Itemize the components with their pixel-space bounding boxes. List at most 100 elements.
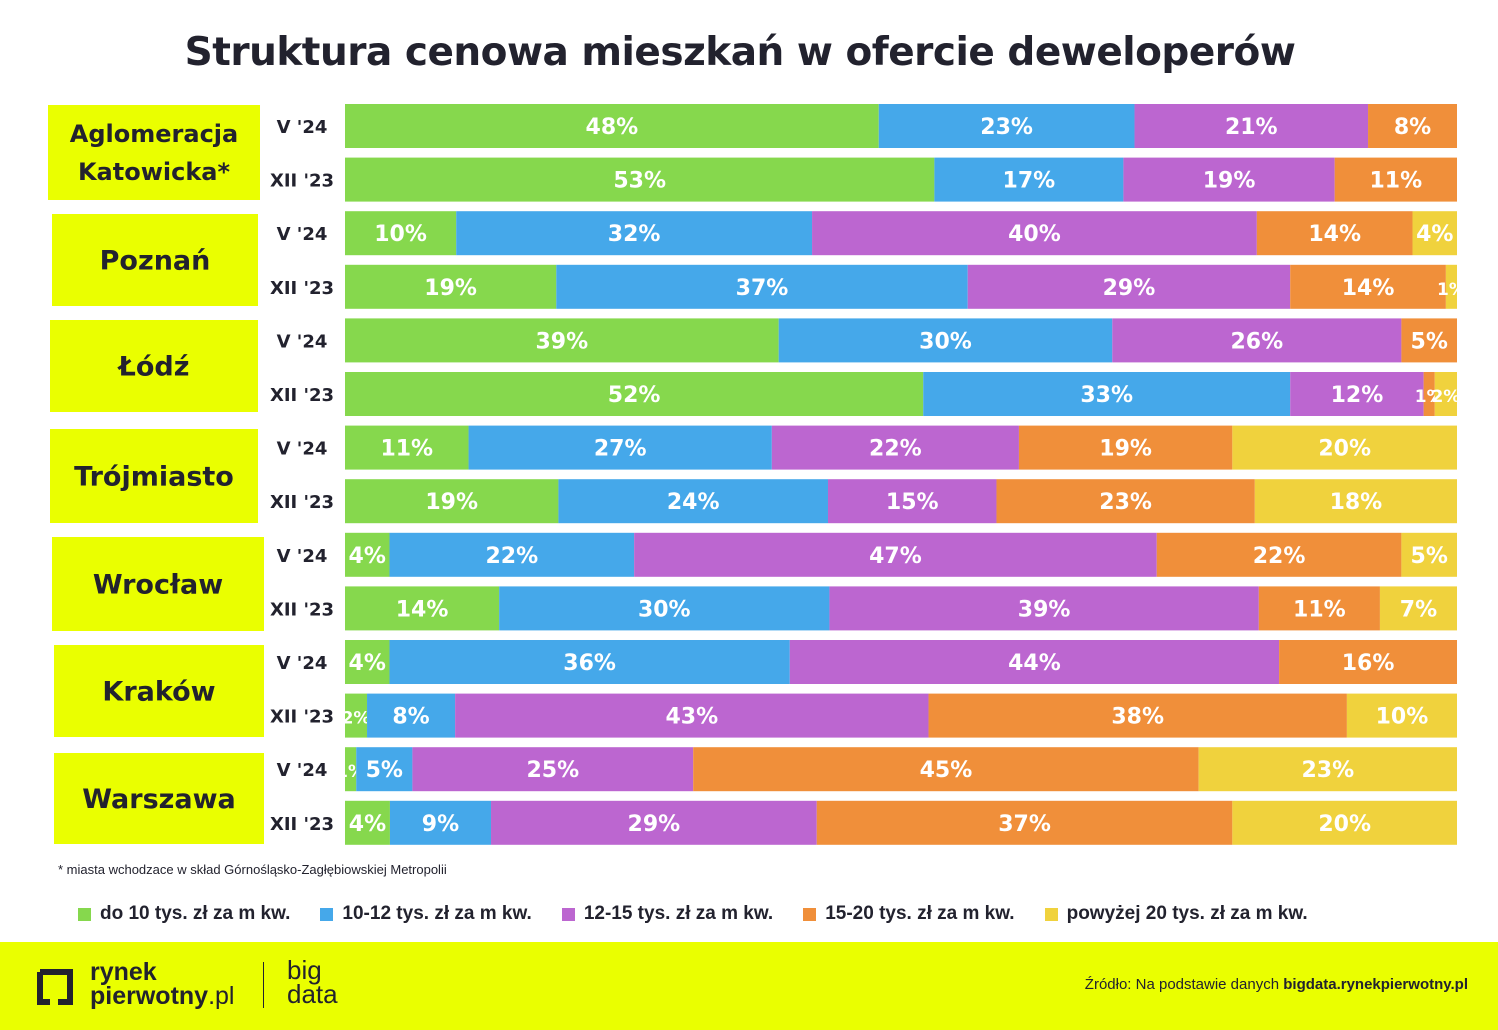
data-label: 4% bbox=[349, 812, 386, 837]
bar-segment bbox=[456, 211, 813, 256]
bar-segment bbox=[345, 479, 559, 524]
group-label-box bbox=[54, 645, 264, 737]
group-label-box bbox=[50, 320, 258, 412]
bar-segment bbox=[771, 425, 1019, 470]
period-label: XII '23 bbox=[270, 171, 334, 192]
group-label-box bbox=[52, 537, 264, 631]
data-label: 52% bbox=[608, 383, 661, 408]
data-label: 36% bbox=[563, 651, 616, 676]
data-label: 19% bbox=[1099, 437, 1152, 462]
group-label-box bbox=[50, 429, 258, 523]
data-label: 19% bbox=[425, 490, 478, 515]
bar-segment bbox=[345, 318, 779, 363]
data-label: 9% bbox=[422, 812, 459, 837]
bar-segment bbox=[345, 586, 500, 631]
bar-segment bbox=[1412, 211, 1457, 256]
data-label: 44% bbox=[1008, 651, 1061, 676]
data-label: 25% bbox=[526, 758, 579, 783]
bar-segment bbox=[367, 693, 456, 738]
data-label: 45% bbox=[920, 758, 973, 783]
bar-segment bbox=[1445, 264, 1457, 309]
bar-segment bbox=[345, 157, 935, 202]
bar-segment bbox=[1232, 425, 1457, 470]
data-label: 15% bbox=[886, 490, 939, 515]
data-label: 39% bbox=[536, 329, 589, 354]
bar-segment bbox=[345, 264, 557, 309]
bigdata-logo[interactable]: big data bbox=[287, 957, 338, 1009]
bar-segment bbox=[345, 693, 368, 738]
bar-segment bbox=[1279, 640, 1457, 684]
bar-segment bbox=[356, 747, 413, 792]
bar-segment bbox=[1290, 264, 1446, 309]
bar-segment bbox=[1401, 318, 1457, 363]
data-label: 5% bbox=[1411, 329, 1448, 354]
data-label: 4% bbox=[1416, 222, 1453, 247]
data-label: 12% bbox=[1331, 383, 1384, 408]
bar-segment bbox=[1423, 372, 1435, 416]
group-label: Warszawa bbox=[82, 784, 236, 815]
stacked-bar-chart: Aglomeracja Katowicka* V '24 48% 23% 21% 8% XII… bbox=[48, 104, 1457, 845]
data-label: 22% bbox=[1253, 544, 1306, 569]
bar-segment bbox=[1232, 800, 1457, 845]
data-label: 23% bbox=[980, 115, 1033, 140]
period-label: XII '23 bbox=[270, 492, 334, 513]
bar-segment bbox=[1434, 372, 1457, 416]
bar-segment bbox=[345, 747, 357, 792]
data-label: 38% bbox=[1111, 705, 1164, 730]
data-label: 23% bbox=[1099, 490, 1152, 515]
bar-segment bbox=[412, 747, 694, 792]
legend-swatch bbox=[561, 907, 575, 921]
legend-label: do 10 tys. zł za m kw. bbox=[100, 903, 291, 924]
bar-segment bbox=[345, 104, 879, 148]
rynekpierwotny-logo-icon bbox=[37, 969, 73, 1005]
bar-segment bbox=[499, 586, 830, 631]
bar-segment bbox=[1379, 586, 1457, 631]
legend: do 10 tys. zł za m kw. 10-12 tys. zł za m… bbox=[78, 902, 1308, 926]
bar-segment bbox=[1112, 318, 1402, 363]
data-label: 5% bbox=[1411, 544, 1448, 569]
legend-label: 15-20 tys. zł za m kw. bbox=[825, 903, 1015, 924]
bar-segment bbox=[556, 264, 968, 309]
source-link[interactable]: bigdata.rynekpierwotny.pl bbox=[1283, 976, 1468, 993]
bar-segment bbox=[468, 425, 772, 470]
data-label: 30% bbox=[919, 329, 972, 354]
data-label: 2% bbox=[342, 709, 371, 729]
data-label: 5% bbox=[366, 758, 403, 783]
data-label: 29% bbox=[628, 812, 681, 837]
legend-label: 12-15 tys. zł za m kw. bbox=[583, 903, 774, 924]
group-label: Wrocław bbox=[93, 570, 223, 601]
data-label: 37% bbox=[736, 276, 789, 301]
logo-line2-bold: pierwotny bbox=[90, 982, 209, 1010]
footnote: * miasta wchodzace w skład Górnośląsko-Z… bbox=[58, 862, 447, 877]
bar-segment bbox=[1156, 532, 1402, 577]
bar-segment bbox=[1334, 157, 1457, 202]
big-line2: data bbox=[287, 979, 338, 1009]
data-label: 23% bbox=[1301, 758, 1354, 783]
data-label: 4% bbox=[349, 544, 386, 569]
period-label: V '24 bbox=[277, 331, 328, 352]
logo-line2-suffix: .pl bbox=[208, 982, 235, 1010]
logo-divider bbox=[263, 962, 264, 1008]
data-label: 27% bbox=[594, 437, 647, 462]
bar-segment bbox=[829, 586, 1259, 631]
data-label: 20% bbox=[1318, 437, 1371, 462]
bar-segment bbox=[878, 104, 1135, 148]
period-label: V '24 bbox=[277, 760, 328, 781]
data-label: 39% bbox=[1018, 597, 1071, 622]
bar-segment bbox=[345, 640, 390, 684]
bar-segment bbox=[827, 479, 997, 524]
bar-segment bbox=[928, 693, 1347, 738]
legend-item: powyżej 20 tys. zł za m kw. bbox=[1044, 903, 1308, 925]
period-label: V '24 bbox=[277, 546, 328, 567]
bar-segment bbox=[345, 211, 457, 256]
data-label: 22% bbox=[485, 544, 538, 569]
data-label: 19% bbox=[1203, 169, 1256, 194]
legend-item: 10-12 tys. zł za m kw. bbox=[320, 903, 532, 925]
data-label: 18% bbox=[1330, 490, 1383, 515]
data-label: 47% bbox=[869, 544, 922, 569]
bar-segment bbox=[934, 157, 1124, 202]
bar-segment bbox=[693, 747, 1199, 792]
group-label: Katowicka* bbox=[78, 158, 231, 186]
rynekpierwotny-logo-text[interactable]: rynek pierwotny.pl bbox=[90, 960, 235, 1010]
bar-segment bbox=[634, 532, 1157, 577]
